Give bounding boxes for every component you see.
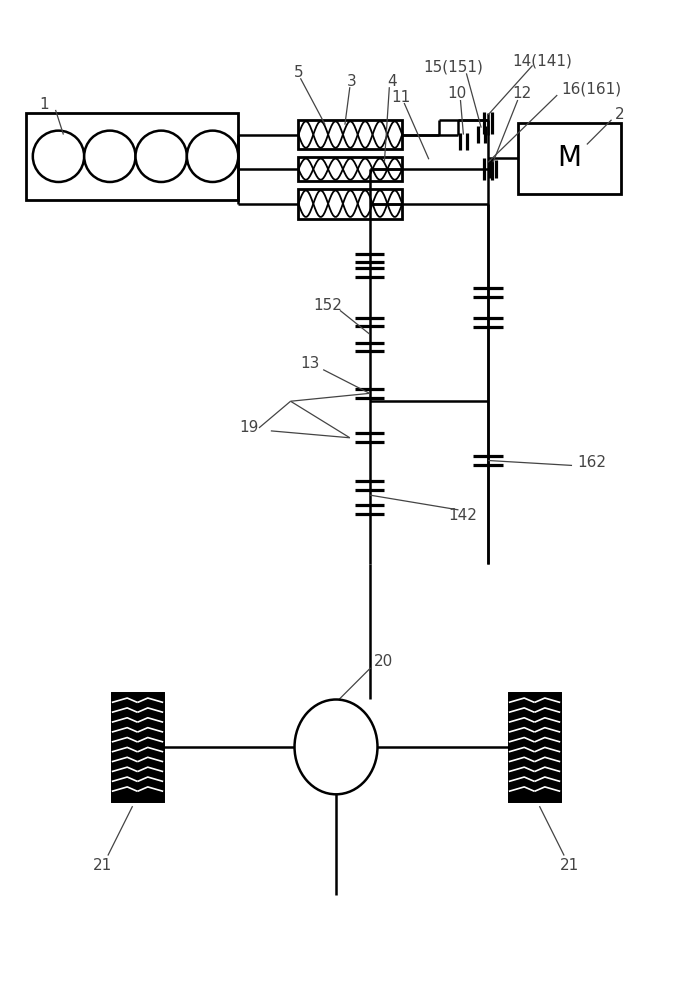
- Bar: [112, 693, 163, 801]
- Text: 20: 20: [374, 654, 393, 669]
- Ellipse shape: [295, 699, 378, 794]
- Text: 5: 5: [293, 65, 304, 80]
- Text: 162: 162: [577, 455, 606, 470]
- Bar: [509, 693, 560, 801]
- Text: 21: 21: [559, 858, 579, 873]
- Bar: [112, 693, 163, 801]
- Bar: [518, 123, 621, 194]
- Text: 2: 2: [614, 107, 624, 122]
- Text: 16(161): 16(161): [561, 82, 621, 97]
- Text: 12: 12: [512, 86, 531, 101]
- Text: 152: 152: [314, 298, 343, 313]
- Text: 142: 142: [448, 508, 477, 523]
- Bar: [509, 693, 560, 801]
- Text: 21: 21: [94, 858, 112, 873]
- Bar: [299, 189, 402, 219]
- Text: 10: 10: [447, 86, 466, 101]
- Circle shape: [135, 131, 187, 182]
- Bar: [299, 120, 402, 149]
- Circle shape: [187, 131, 238, 182]
- Circle shape: [84, 131, 135, 182]
- Circle shape: [33, 131, 84, 182]
- Text: 1: 1: [39, 97, 48, 112]
- Bar: [299, 157, 402, 181]
- Text: 15(151): 15(151): [423, 60, 483, 75]
- Text: 4: 4: [388, 74, 397, 89]
- Text: 3: 3: [347, 74, 357, 89]
- Text: 11: 11: [392, 90, 411, 105]
- Text: 14(141): 14(141): [512, 53, 572, 68]
- Text: 13: 13: [301, 356, 320, 371]
- Text: M: M: [557, 144, 581, 172]
- Text: 19: 19: [240, 420, 259, 435]
- Bar: [26, 113, 238, 200]
